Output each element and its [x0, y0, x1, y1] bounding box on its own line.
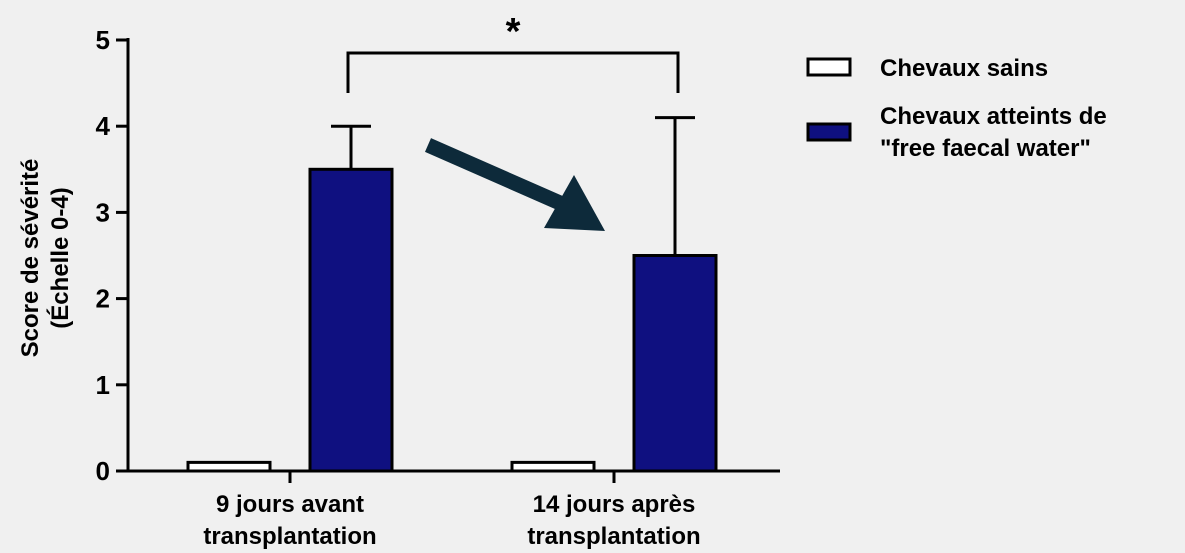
y-axis-title: Score de sévérité (Échelle 0-4) — [17, 159, 74, 358]
category-label-0-line1: 9 jours avant — [216, 491, 364, 518]
y-tick-label-3: 3 — [96, 197, 110, 227]
legend: Chevaux sains Chevaux atteints de "free … — [806, 55, 1107, 162]
legend-label-healthy: Chevaux sains — [880, 55, 1048, 82]
trend-arrow-shaft — [424, 138, 564, 210]
y-axis: 0 1 2 3 4 5 — [96, 25, 130, 486]
y-tick-label-0: 0 — [96, 456, 110, 486]
legend-swatch-affected — [806, 122, 852, 142]
x-axis — [128, 469, 780, 483]
legend-label-affected-line2: "free faecal water" — [880, 135, 1091, 162]
y-tick-label-1: 1 — [96, 370, 110, 400]
significance-bracket-line — [346, 51, 680, 93]
error-bars — [331, 116, 695, 256]
category-label-1-line1: 14 jours après — [533, 491, 696, 518]
bar-s1-c1 — [632, 254, 718, 473]
trend-arrow-head — [544, 175, 605, 231]
legend-label-affected-line1: Chevaux atteints de — [880, 103, 1107, 130]
bars — [186, 167, 718, 473]
y-axis-title-line1: Score de sévérité — [17, 159, 44, 358]
significance-bracket: * — [346, 11, 680, 93]
y-tick-label-5: 5 — [96, 25, 110, 55]
category-label-1-line2: transplantation — [527, 523, 700, 550]
significance-label: * — [506, 11, 521, 53]
y-tick-label-4: 4 — [96, 111, 111, 141]
bar-s1-c0 — [308, 167, 394, 473]
y-tick-label-2: 2 — [96, 284, 110, 314]
category-labels: 9 jours avant transplantation 14 jours a… — [203, 491, 700, 550]
category-label-0-line2: transplantation — [203, 523, 376, 550]
trend-arrow — [424, 138, 605, 231]
legend-swatch-healthy — [806, 57, 852, 77]
y-axis-title-line2: (Échelle 0-4) — [46, 187, 74, 328]
